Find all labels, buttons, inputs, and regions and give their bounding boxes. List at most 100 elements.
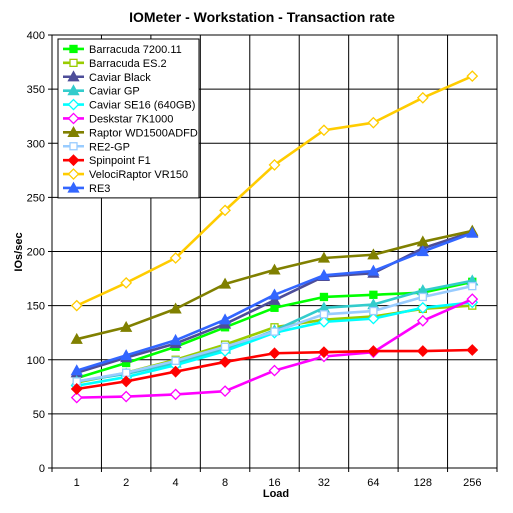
data-point: [416, 245, 429, 257]
data-point: [416, 301, 429, 314]
x-tick-label: 4: [173, 477, 179, 489]
data-point: [367, 264, 380, 276]
legend-item: Caviar Black: [63, 70, 151, 84]
legend-label: Caviar Black: [89, 72, 151, 84]
data-point: [418, 292, 427, 302]
series-raptor-wd1500adfd: [70, 224, 479, 344]
series-re3: [70, 226, 479, 376]
x-tick-label: 128: [414, 477, 432, 489]
legend-swatch-marker: [67, 70, 80, 82]
data-point: [70, 383, 83, 395]
legend-label: Spinpoint F1: [89, 155, 151, 167]
legend-label: Raptor WD1500ADFD: [89, 127, 198, 139]
legend-swatch-marker: [67, 168, 80, 180]
x-tick-label: 256: [463, 477, 481, 489]
data-point: [466, 344, 479, 356]
x-axis-label: Load: [263, 488, 289, 500]
data-point: [369, 306, 378, 316]
legend-label: RE3: [89, 183, 110, 195]
data-point: [268, 347, 281, 360]
data-point: [169, 333, 182, 345]
data-point: [416, 91, 429, 104]
data-point: [317, 268, 331, 280]
data-point: [219, 204, 231, 217]
legend-swatch-marker: [67, 112, 80, 125]
data-point: [169, 252, 182, 264]
series-layer: [70, 70, 479, 404]
data-point: [220, 342, 230, 351]
data-point: [169, 388, 182, 401]
legend-label: Barracuda ES.2: [89, 58, 167, 70]
data-point: [120, 320, 133, 332]
y-tick-label: 300: [27, 138, 45, 150]
data-point: [218, 277, 232, 289]
legend-swatch-marker: [67, 84, 80, 96]
data-point: [466, 70, 479, 83]
data-point: [268, 158, 281, 171]
series-re2-gp: [72, 281, 477, 386]
data-point: [317, 251, 331, 263]
legend-label: VelociRaptor VR150: [89, 169, 188, 181]
data-point: [70, 364, 83, 376]
x-tick-label: 32: [318, 477, 330, 489]
legend-item: RE2-GP: [63, 141, 130, 153]
legend-item: VelociRaptor VR150: [63, 168, 188, 181]
data-point: [70, 391, 83, 404]
legend-label: Caviar SE16 (640GB): [89, 100, 195, 112]
legend-swatch-marker: [67, 154, 80, 167]
data-point: [120, 349, 133, 361]
data-point: [318, 346, 330, 359]
legend-label: Barracuda 7200.11: [89, 44, 182, 56]
y-tick-label: 100: [27, 355, 45, 367]
axes: 0 50 100 150 200 250 300 350 400 1 2 4 8 16 32 64 128 256: [27, 30, 498, 489]
data-point: [319, 292, 329, 302]
data-point: [120, 276, 133, 289]
y-tick-label: 350: [27, 84, 45, 96]
data-point: [268, 293, 281, 305]
legend-swatch-marker: [69, 58, 78, 67]
legend-item: Deskstar 7K1000: [63, 112, 173, 125]
y-tick-label: 50: [33, 409, 45, 421]
data-point: [122, 368, 131, 377]
legend-swatch-marker: [67, 181, 80, 193]
x-tick-label: 2: [123, 477, 129, 489]
legend-swatch-marker: [69, 44, 78, 54]
data-point: [367, 116, 380, 129]
legend-item: Raptor WD1500ADFD: [63, 126, 198, 139]
legend-item: Caviar SE16 (640GB): [63, 98, 195, 112]
legend-swatch-marker: [69, 142, 78, 151]
legend-swatch-marker: [67, 126, 80, 138]
chart-title: IOMeter - Workstation - Transaction rate: [129, 9, 395, 25]
data-point: [70, 299, 83, 312]
y-tick-label: 250: [27, 192, 45, 204]
legend: Barracuda 7200.11 Barracuda ES.2 Caviar Bl…: [57, 38, 200, 199]
data-point: [169, 302, 182, 314]
legend-label: RE2-GP: [89, 141, 130, 153]
x-tick-label: 16: [268, 477, 280, 489]
data-point: [416, 314, 429, 327]
data-point: [270, 327, 279, 336]
data-point: [268, 288, 281, 300]
legend-item: RE3: [63, 181, 110, 195]
data-point: [171, 356, 180, 365]
legend-item: Barracuda 7200.11: [63, 44, 182, 56]
legend-item: Caviar GP: [63, 84, 140, 98]
data-point: [319, 310, 329, 319]
data-point: [466, 226, 479, 238]
x-tick-label: 1: [74, 477, 80, 489]
legend-swatch-marker: [67, 98, 80, 111]
x-tick-label: 64: [367, 477, 379, 489]
y-tick-label: 200: [27, 247, 45, 259]
data-point: [318, 124, 330, 137]
y-tick-label: 400: [27, 30, 45, 42]
legend-label: Deskstar 7K1000: [89, 113, 173, 125]
data-point: [120, 390, 133, 403]
data-point: [416, 345, 429, 358]
data-point: [367, 312, 380, 325]
legend-item: Spinpoint F1: [63, 154, 151, 167]
data-point: [268, 263, 281, 275]
data-point: [268, 364, 281, 377]
series-spinpoint-f1: [70, 344, 479, 395]
